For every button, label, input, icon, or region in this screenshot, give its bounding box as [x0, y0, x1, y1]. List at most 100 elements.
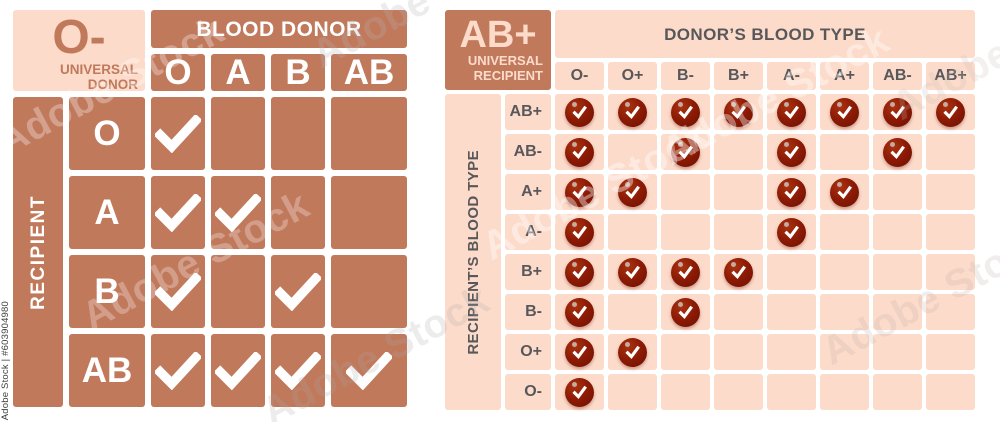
highlight-dot — [678, 141, 683, 147]
cell-AB--from-AB--compatible — [873, 134, 922, 170]
highlight-dot — [784, 221, 789, 227]
blood-drop-check-icon — [565, 257, 594, 287]
highlight-dot — [625, 261, 630, 267]
cell-A+-from-AB--blank — [873, 174, 922, 210]
blood-drop-check-icon — [724, 257, 753, 287]
blood-drop-check-icon — [671, 297, 700, 327]
cell-B--from-AB--blank — [873, 294, 922, 330]
highlight-dot — [890, 141, 895, 147]
blood-drop-check-icon — [618, 257, 647, 287]
recipient-axis-label: RECIPIENT — [13, 97, 63, 407]
highlight-dot — [943, 101, 948, 107]
blood-drop-check-icon — [565, 377, 594, 407]
cell-AB+-from-O--compatible — [555, 94, 604, 130]
column-header-O+: O+ — [608, 62, 657, 90]
cell-A+-from-O+-compatible — [608, 174, 657, 210]
cell-O-from-B-blank — [271, 97, 325, 170]
cell-AB+-from-B+-compatible — [714, 94, 763, 130]
cell-AB-from-B-compatible — [271, 334, 325, 407]
cell-A--from-B+-blank — [714, 214, 763, 250]
vertical-label-text: RECIPIENT’S BLOOD TYPE — [464, 149, 482, 355]
column-header-B+: B+ — [714, 62, 763, 90]
cell-A+-from-AB+-blank — [926, 174, 975, 210]
column-header-A+: A+ — [820, 62, 869, 90]
cell-A--from-A--compatible — [767, 214, 816, 250]
cell-B-from-B-compatible — [271, 255, 325, 328]
blood-drop-check-icon — [777, 217, 806, 247]
row-header-B-: B- — [505, 294, 551, 330]
cell-B--from-O+-blank — [608, 294, 657, 330]
blood-drop-check-icon — [883, 137, 912, 167]
blood-drop-check-icon — [936, 97, 965, 127]
cell-B+-from-A+-blank — [820, 254, 869, 290]
cell-B--from-B--compatible — [661, 294, 710, 330]
column-header-B: B — [271, 54, 325, 91]
blood-drop-check-icon — [671, 257, 700, 287]
blood-drop-check-icon — [618, 337, 647, 367]
column-header-O-: O- — [555, 62, 604, 90]
cell-AB-from-O-compatible — [151, 334, 205, 407]
cell-A-from-B-blank — [271, 176, 325, 249]
cell-AB--from-A--compatible — [767, 134, 816, 170]
check-icon — [155, 272, 201, 311]
highlight-dot — [625, 181, 630, 187]
cell-B--from-O--compatible — [555, 294, 604, 330]
column-header-AB-: AB- — [873, 62, 922, 90]
highlight-dot — [572, 181, 577, 187]
cell-A--from-AB--blank — [873, 214, 922, 250]
blood-drop-check-icon — [724, 97, 753, 127]
column-header-A: A — [211, 54, 265, 91]
blood-type-subtitle: UNIVERSAL DONOR — [13, 62, 145, 101]
blood-drop-check-icon — [565, 177, 594, 207]
highlight-dot — [890, 101, 895, 107]
highlight-dot — [572, 221, 577, 227]
donor-axis-header: BLOOD DONOR — [151, 10, 407, 48]
cell-A--from-A+-blank — [820, 214, 869, 250]
highlight-dot — [731, 261, 736, 267]
cell-O--from-O+-blank — [608, 374, 657, 410]
cell-O+-from-A--blank — [767, 334, 816, 370]
check-icon — [275, 351, 321, 390]
check-icon — [155, 193, 201, 232]
blood-drop-check-icon — [565, 97, 594, 127]
blood-type-title: O- — [52, 11, 106, 64]
row-header-AB-: AB- — [505, 134, 551, 170]
cell-AB+-from-A+-compatible — [820, 94, 869, 130]
column-header-O: O — [151, 54, 205, 91]
subtitle-line-1: UNIVERSAL — [59, 62, 138, 77]
row-header-A: A — [69, 176, 145, 249]
cell-AB-from-AB-compatible — [331, 334, 407, 407]
cell-AB-from-A-compatible — [211, 334, 265, 407]
blood-drop-check-icon — [830, 177, 859, 207]
cell-B-from-AB-blank — [331, 255, 407, 328]
cell-B-from-A-blank — [211, 255, 265, 328]
chart-universal-recipient: AB+ UNIVERSAL RECIPIENT DONOR’S BLOOD TY… — [445, 10, 975, 410]
cell-A--from-O+-blank — [608, 214, 657, 250]
cell-O--from-B--blank — [661, 374, 710, 410]
row-header-B+: B+ — [505, 254, 551, 290]
highlight-dot — [572, 301, 577, 307]
subtitle-line-2: DONOR — [87, 77, 138, 93]
blood-type-title: AB+ — [459, 14, 537, 56]
cell-O--from-O--compatible — [555, 374, 604, 410]
cell-AB--from-O--compatible — [555, 134, 604, 170]
check-icon — [155, 351, 201, 390]
cell-O--from-A--blank — [767, 374, 816, 410]
blood-drop-check-icon — [671, 137, 700, 167]
row-header-AB+: AB+ — [505, 94, 551, 130]
cell-A--from-B--blank — [661, 214, 710, 250]
chart-universal-donor: O- UNIVERSAL DONOR BLOOD DONOR RECIPIENT… — [13, 10, 407, 407]
cell-O+-from-O--compatible — [555, 334, 604, 370]
cell-B+-from-B+-compatible — [714, 254, 763, 290]
cell-A+-from-A+-compatible — [820, 174, 869, 210]
cell-B--from-A--blank — [767, 294, 816, 330]
check-icon — [155, 114, 201, 153]
blood-drop-check-icon — [565, 137, 594, 167]
cell-A+-from-B+-blank — [714, 174, 763, 210]
cell-B+-from-AB--blank — [873, 254, 922, 290]
cell-O--from-A+-blank — [820, 374, 869, 410]
subtitle-line-1: UNIVERSAL — [467, 53, 543, 68]
column-header-A-: A- — [767, 62, 816, 90]
row-header-O: O — [69, 97, 145, 170]
cell-A+-from-B--blank — [661, 174, 710, 210]
